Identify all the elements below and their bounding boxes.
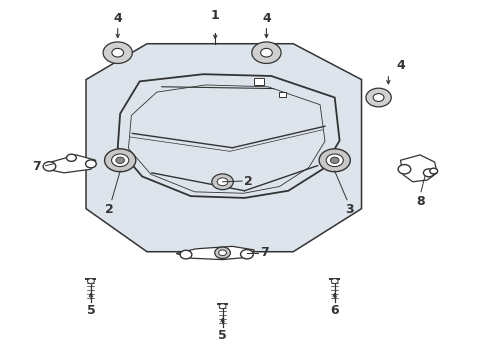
Text: 5: 5 — [218, 329, 226, 342]
Text: 4: 4 — [395, 59, 404, 72]
Circle shape — [112, 48, 123, 57]
Text: 4: 4 — [262, 12, 270, 25]
Circle shape — [219, 304, 225, 309]
Circle shape — [240, 249, 253, 259]
Circle shape — [372, 94, 383, 102]
Circle shape — [111, 154, 128, 167]
Text: 7: 7 — [32, 160, 41, 173]
Text: 6: 6 — [330, 304, 338, 317]
Text: 5: 5 — [86, 304, 95, 317]
Text: 8: 8 — [416, 195, 425, 208]
Circle shape — [103, 42, 132, 63]
Text: 4: 4 — [113, 12, 122, 25]
Polygon shape — [176, 246, 254, 260]
Circle shape — [104, 149, 136, 172]
Circle shape — [87, 279, 94, 284]
Circle shape — [325, 154, 343, 167]
Circle shape — [43, 162, 56, 171]
Circle shape — [365, 88, 390, 107]
Bar — [278, 92, 286, 97]
Circle shape — [85, 160, 96, 168]
Polygon shape — [44, 155, 96, 173]
Circle shape — [116, 157, 124, 163]
Circle shape — [429, 168, 437, 174]
Circle shape — [260, 48, 272, 57]
Text: 2: 2 — [104, 203, 113, 216]
Polygon shape — [86, 44, 361, 252]
Circle shape — [218, 250, 226, 256]
Circle shape — [217, 178, 227, 186]
Bar — [253, 78, 264, 85]
Polygon shape — [400, 155, 436, 182]
Circle shape — [251, 42, 281, 63]
Circle shape — [180, 250, 191, 259]
Circle shape — [66, 154, 76, 161]
Text: 2: 2 — [244, 175, 253, 188]
Circle shape — [211, 174, 233, 190]
Circle shape — [319, 149, 349, 172]
Text: 7: 7 — [260, 246, 268, 259]
Circle shape — [330, 279, 337, 284]
Text: 1: 1 — [210, 9, 219, 22]
Circle shape — [423, 169, 433, 177]
Circle shape — [214, 247, 230, 258]
Circle shape — [330, 157, 338, 163]
Circle shape — [397, 165, 410, 174]
Text: 3: 3 — [345, 203, 353, 216]
